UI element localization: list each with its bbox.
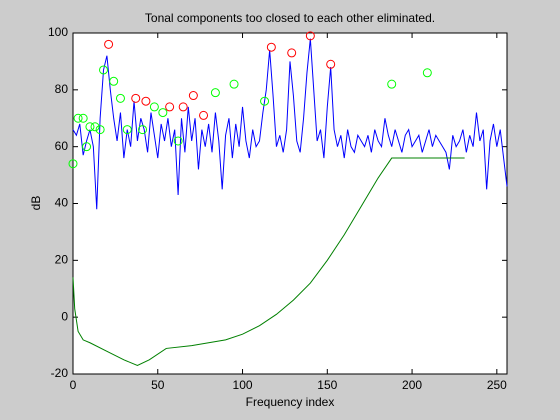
x-tick-label: 150 bbox=[317, 378, 337, 392]
y-axis-label: dB bbox=[29, 196, 43, 211]
marker bbox=[165, 102, 175, 112]
marker bbox=[73, 113, 83, 123]
marker bbox=[173, 136, 183, 146]
y-tick-label: 100 bbox=[48, 25, 68, 39]
marker bbox=[178, 102, 188, 112]
y-tick-label: 20 bbox=[55, 253, 69, 267]
line bbox=[72, 38, 508, 210]
marker bbox=[104, 39, 114, 49]
marker bbox=[109, 76, 119, 86]
marker bbox=[188, 91, 198, 101]
marker bbox=[305, 31, 315, 41]
marker bbox=[149, 102, 159, 112]
x-axis-label: Frequency index bbox=[246, 395, 335, 409]
marker bbox=[90, 122, 100, 132]
marker bbox=[99, 65, 109, 75]
x-tick-label: 50 bbox=[151, 378, 165, 392]
marker bbox=[82, 142, 92, 152]
y-tick-label: -20 bbox=[51, 366, 69, 380]
marker bbox=[287, 48, 297, 58]
marker bbox=[326, 59, 336, 69]
marker bbox=[85, 122, 95, 132]
marker bbox=[158, 108, 168, 118]
marker bbox=[122, 125, 132, 135]
plot-area bbox=[72, 32, 508, 375]
marker bbox=[115, 93, 125, 103]
marker bbox=[422, 68, 432, 78]
x-tick-label: 250 bbox=[487, 378, 507, 392]
line bbox=[72, 157, 465, 367]
marker bbox=[266, 42, 276, 52]
x-tick-label: 100 bbox=[233, 378, 253, 392]
marker bbox=[141, 96, 151, 106]
y-tick-label: 40 bbox=[55, 196, 69, 210]
marker bbox=[131, 93, 141, 103]
marker bbox=[387, 79, 397, 89]
marker bbox=[138, 125, 148, 135]
marker bbox=[199, 110, 209, 120]
marker bbox=[95, 125, 105, 135]
chart-title: Tonal components too closed to each othe… bbox=[145, 11, 435, 25]
x-tick-label: 200 bbox=[402, 378, 422, 392]
y-tick-label: 0 bbox=[61, 309, 68, 323]
marker bbox=[78, 113, 88, 123]
y-tick-label: 60 bbox=[55, 139, 69, 153]
marker bbox=[229, 79, 239, 89]
y-tick-label: 80 bbox=[55, 82, 69, 96]
marker bbox=[260, 96, 270, 106]
x-tick-label: 0 bbox=[70, 378, 77, 392]
marker bbox=[68, 159, 78, 169]
marker bbox=[210, 88, 220, 98]
